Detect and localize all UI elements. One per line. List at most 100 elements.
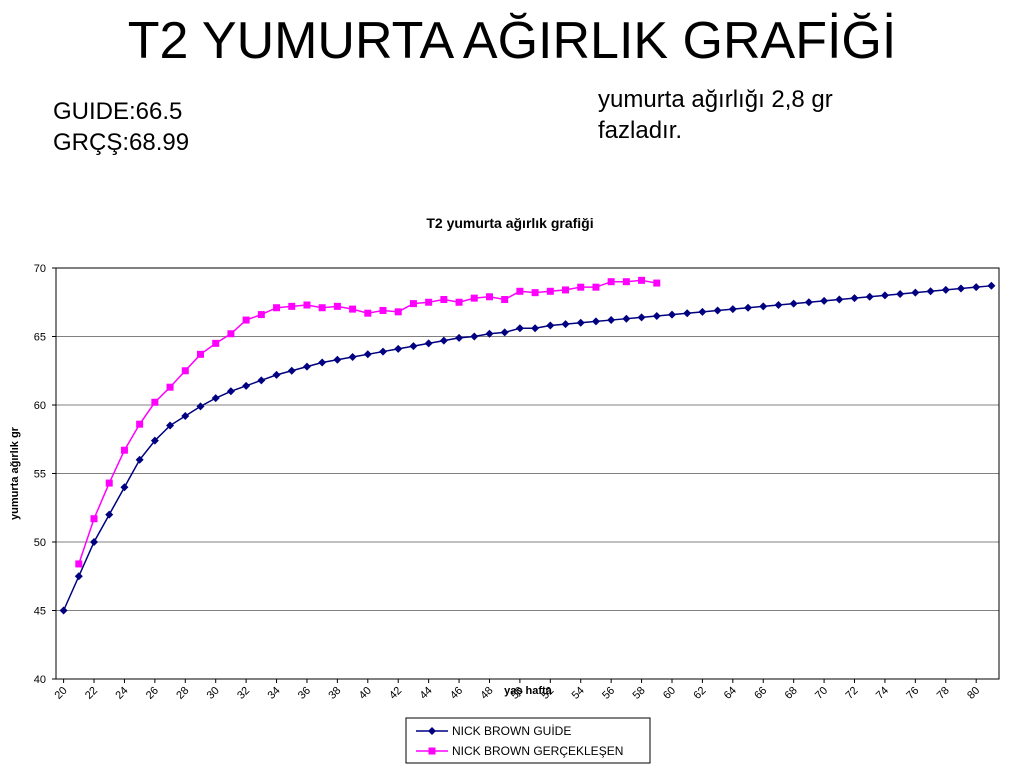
series-2-point bbox=[531, 289, 539, 297]
series-1-point bbox=[135, 455, 144, 464]
series-1-point bbox=[333, 355, 342, 364]
series-2-point bbox=[592, 283, 600, 291]
series-2-point bbox=[303, 301, 311, 309]
y-tick-label: 50 bbox=[34, 537, 46, 549]
series-2-point bbox=[546, 287, 554, 295]
series-2-point bbox=[455, 298, 463, 306]
series-2-point bbox=[333, 302, 341, 310]
series-1-point bbox=[987, 281, 996, 290]
series-1-point bbox=[59, 606, 68, 615]
y-tick-label: 65 bbox=[34, 332, 46, 344]
series-1-point bbox=[835, 295, 844, 304]
x-tick-label: 28 bbox=[174, 685, 191, 702]
stats-block: GUIDE:66.5 GRÇŞ:68.99 bbox=[53, 96, 189, 158]
series-2-point bbox=[242, 316, 250, 324]
series-1-point bbox=[394, 344, 403, 353]
series-1-point bbox=[972, 283, 981, 292]
series-1-point bbox=[272, 370, 281, 379]
x-tick-label: 26 bbox=[144, 685, 161, 702]
series-1-point bbox=[820, 296, 829, 305]
series-1-point bbox=[318, 358, 327, 367]
series-1-point bbox=[759, 302, 768, 311]
series-2-point bbox=[425, 298, 433, 306]
x-tick-label: 34 bbox=[266, 685, 283, 702]
series-1-point bbox=[850, 294, 859, 303]
x-tick-label: 74 bbox=[874, 685, 891, 702]
series-2-point bbox=[212, 339, 220, 347]
series-1-point bbox=[622, 314, 631, 323]
series-2-point bbox=[394, 308, 402, 316]
x-tick-label: 32 bbox=[235, 685, 252, 702]
series-1-point bbox=[667, 310, 676, 319]
note-block: yumurta ağırlığı 2,8 gr fazladır. bbox=[598, 84, 833, 146]
x-tick-label: 44 bbox=[418, 685, 435, 702]
x-tick-label: 24 bbox=[113, 685, 130, 702]
series-1-point bbox=[531, 324, 540, 333]
series-1-point bbox=[728, 305, 737, 314]
x-tick-label: 66 bbox=[752, 685, 769, 702]
series-1-point bbox=[424, 339, 433, 348]
series-1-point bbox=[90, 538, 99, 546]
series-2-point bbox=[227, 330, 235, 338]
x-tick-label: 36 bbox=[296, 685, 313, 702]
series-1-point bbox=[409, 342, 418, 351]
series-2-point bbox=[501, 296, 509, 304]
x-tick-label: 40 bbox=[357, 685, 374, 702]
series-1-point bbox=[698, 307, 707, 316]
series-group bbox=[59, 276, 996, 615]
x-tick-label: 42 bbox=[387, 685, 404, 702]
series-2-point bbox=[105, 479, 113, 487]
series-1-point bbox=[637, 313, 646, 322]
series-2-point bbox=[181, 367, 189, 375]
series-1 bbox=[59, 281, 996, 615]
series-1-point bbox=[865, 292, 874, 301]
series-1-point bbox=[455, 333, 464, 342]
series-2-point bbox=[470, 294, 478, 302]
series-1-point bbox=[196, 402, 205, 411]
x-tick-label: 70 bbox=[813, 685, 830, 702]
series-1-point bbox=[561, 320, 570, 329]
series-1-point bbox=[348, 353, 357, 362]
series-1-point bbox=[211, 394, 220, 403]
y-axis-label: yumurta ağırlık gr bbox=[9, 426, 21, 520]
series-2-point bbox=[364, 309, 372, 317]
series-1-point bbox=[150, 436, 159, 445]
x-tick-label: 76 bbox=[904, 685, 921, 702]
legend-box bbox=[405, 717, 651, 764]
series-2-point bbox=[257, 311, 265, 319]
y-tick-label: 45 bbox=[34, 606, 46, 618]
series-1-point bbox=[242, 381, 251, 390]
actual-value: GRÇŞ:68.99 bbox=[53, 129, 190, 156]
series-1-point bbox=[515, 324, 524, 333]
series-1-point bbox=[226, 387, 235, 396]
series-2-point bbox=[136, 420, 144, 428]
guide-value: GUIDE:66.5 bbox=[53, 98, 183, 125]
series-1-point bbox=[789, 299, 798, 308]
x-tick-label: 64 bbox=[722, 685, 739, 702]
x-axis-label: yaş hafta bbox=[504, 685, 553, 697]
series-2-point bbox=[166, 383, 174, 391]
series-1-point bbox=[713, 306, 722, 315]
chart-title: T2 yumurta ağırlık grafiği bbox=[426, 215, 593, 231]
series-2-point bbox=[196, 350, 204, 358]
grid-lines bbox=[56, 336, 999, 611]
series-2-point bbox=[409, 300, 417, 308]
x-tick-label: 46 bbox=[448, 685, 465, 702]
series-1-point bbox=[439, 336, 448, 345]
series-1-point bbox=[287, 366, 296, 375]
series-1-point bbox=[74, 572, 83, 581]
x-tick-label: 80 bbox=[965, 685, 982, 702]
series-1-point bbox=[470, 332, 479, 341]
series-2-point bbox=[653, 279, 661, 287]
series-2-point bbox=[318, 304, 326, 312]
series-1-point bbox=[607, 316, 616, 325]
series-1-point bbox=[911, 288, 920, 297]
y-tick-label: 40 bbox=[34, 674, 46, 686]
y-tick-label: 60 bbox=[34, 400, 46, 412]
x-tick-label: 62 bbox=[691, 685, 708, 702]
series-1-point bbox=[302, 362, 311, 371]
y-axis: 40 45 50 55 60 65 70 bbox=[34, 263, 56, 686]
note-line-2: fazladır. bbox=[598, 117, 683, 144]
series-1-point bbox=[500, 328, 509, 337]
series-1-point bbox=[774, 300, 783, 309]
